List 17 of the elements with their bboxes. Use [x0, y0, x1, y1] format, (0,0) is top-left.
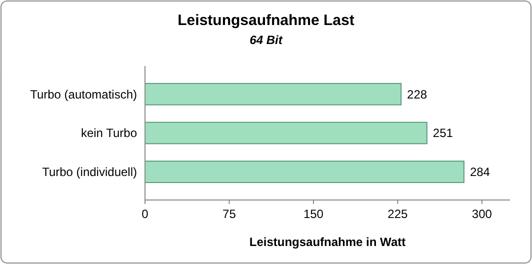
bar [144, 122, 428, 144]
x-tick-label: 0 [142, 207, 149, 221]
data-label: 228 [407, 87, 428, 102]
y-tick-label: kein Turbo [80, 126, 138, 140]
y-tick-label: Turbo (automatisch) [30, 87, 137, 102]
x-tick-label: 300 [472, 207, 492, 221]
bar [144, 82, 402, 106]
x-tick-label: 225 [388, 207, 408, 221]
chart-title: Leistungsaufnahme Last [178, 12, 354, 29]
x-axis-title: Leistungsaufnahme in Watt [249, 235, 406, 249]
data-label: 284 [470, 165, 490, 180]
x-tick-label: 75 [222, 207, 236, 221]
data-label: 251 [432, 126, 454, 140]
bar [144, 160, 464, 184]
x-tick-label: 150 [303, 207, 324, 221]
y-tick-label: Turbo (individuell) [42, 165, 137, 180]
chart-subtitle: 64 Bit [250, 33, 284, 47]
